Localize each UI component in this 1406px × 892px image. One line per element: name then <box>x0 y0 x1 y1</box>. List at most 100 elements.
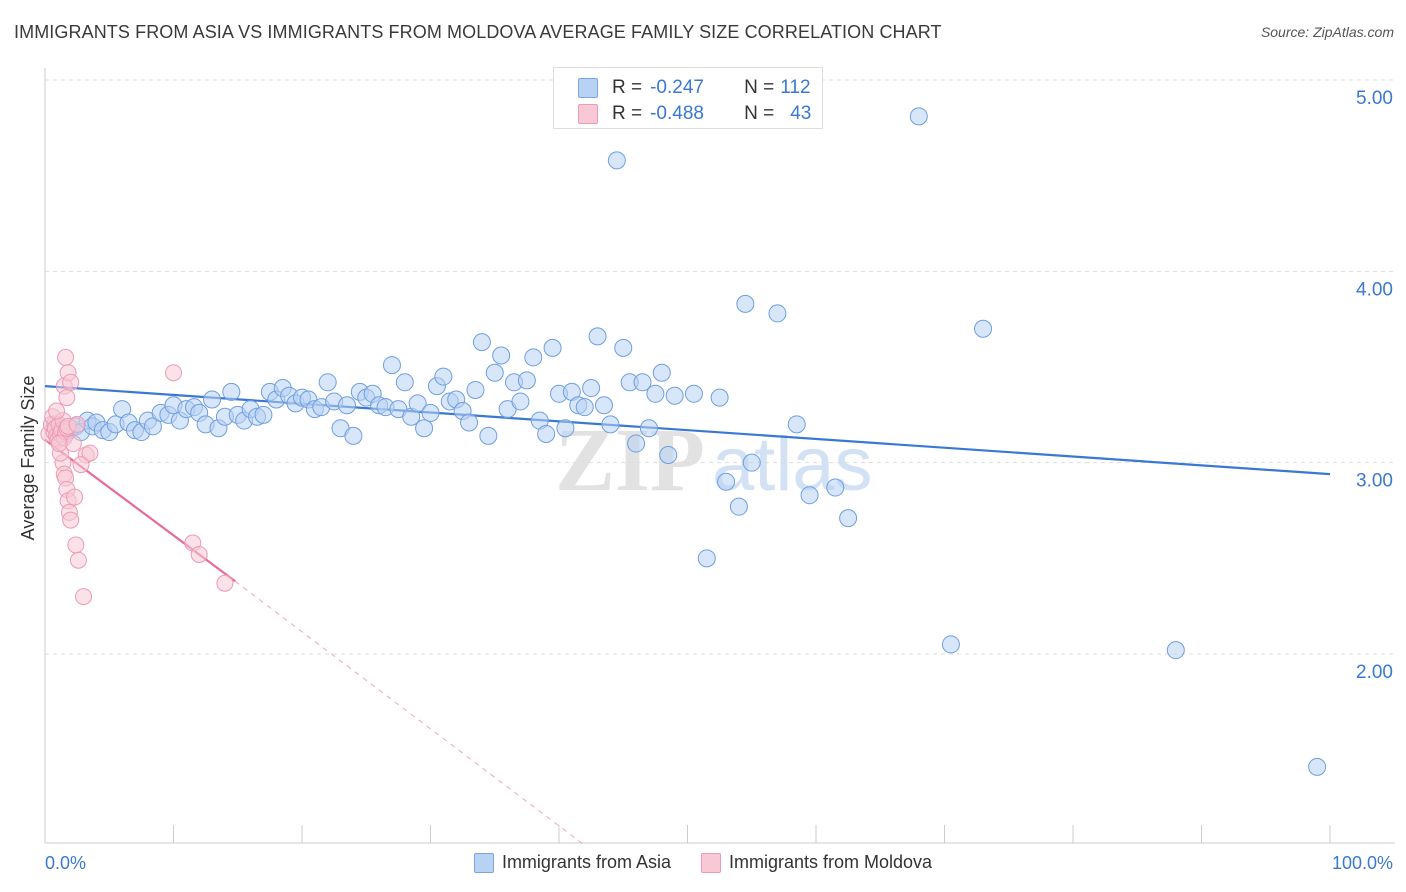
point-asia-92 <box>627 434 646 453</box>
point-asia-59 <box>415 419 434 438</box>
watermark-atlas: atlas <box>712 422 873 507</box>
legend-swatch-asia <box>473 852 494 873</box>
asia-n-value: 112 <box>780 77 811 98</box>
point-moldova-37 <box>190 546 208 564</box>
point-moldova-42 <box>50 435 68 453</box>
point-asia-84 <box>575 398 594 417</box>
point-asia-58 <box>408 394 427 413</box>
point-asia-115 <box>974 319 993 338</box>
point-moldova-17 <box>58 389 76 407</box>
point-moldova-16 <box>57 348 75 366</box>
zipatlas-watermark: ZIP atlas <box>555 411 873 510</box>
series-asia-points <box>46 107 1327 776</box>
point-asia-29 <box>222 382 241 401</box>
legend-label-moldova: Immigrants from Moldova <box>728 852 933 872</box>
point-asia-105 <box>742 453 761 472</box>
legend-label-asia: Immigrants from Asia <box>501 852 671 872</box>
point-moldova-38 <box>216 574 234 592</box>
chart-title: IMMIGRANTS FROM ASIA VS IMMIGRANTS FROM … <box>14 22 942 42</box>
point-asia-103 <box>729 497 748 516</box>
point-asia-62 <box>434 367 453 386</box>
point-asia-101 <box>710 388 729 407</box>
y-tick-labels: 2.00 3.00 4.00 5.00 <box>1356 88 1393 683</box>
moldova-n-label: N = <box>744 103 775 124</box>
moldova-r-label: R = <box>612 103 643 124</box>
point-moldova-27 <box>62 511 80 529</box>
point-asia-113 <box>1166 641 1185 660</box>
point-asia-68 <box>472 333 491 352</box>
stat-row-asia: R = -0.247 N = 112 <box>578 75 811 101</box>
point-asia-100 <box>697 549 716 568</box>
series-moldova-points <box>40 348 234 606</box>
point-moldova-30 <box>69 551 87 569</box>
asia-r-label: R = <box>612 77 643 98</box>
point-asia-44 <box>318 373 337 392</box>
asia-n-label: N = <box>744 77 775 98</box>
point-asia-104 <box>736 294 755 313</box>
gridlines <box>45 79 1395 655</box>
point-asia-17 <box>143 417 162 436</box>
point-asia-99 <box>684 384 703 403</box>
point-asia-90 <box>614 338 633 357</box>
point-moldova-19 <box>62 373 80 391</box>
x-tick-label-0: 0.0% <box>45 853 86 873</box>
point-asia-95 <box>646 384 665 403</box>
point-asia-85 <box>582 379 601 398</box>
y-tick-label-3: 5.00 <box>1356 88 1393 109</box>
moldova-swatch <box>578 104 598 124</box>
point-asia-66 <box>460 413 479 432</box>
y-tick-label-2: 4.00 <box>1356 279 1393 300</box>
point-asia-86 <box>588 327 607 346</box>
point-asia-48 <box>344 426 363 445</box>
y-tick-label-1: 3.00 <box>1356 471 1393 492</box>
point-asia-54 <box>382 356 401 375</box>
point-asia-108 <box>800 486 819 505</box>
point-asia-74 <box>511 392 530 411</box>
moldova-r-value: -0.488 <box>650 103 704 124</box>
point-asia-88 <box>601 415 620 434</box>
point-moldova-35 <box>165 364 182 382</box>
point-moldova-29 <box>67 536 85 554</box>
axes <box>44 68 1395 844</box>
point-moldova-41 <box>48 402 66 420</box>
point-moldova-28 <box>66 488 84 506</box>
point-asia-87 <box>594 396 613 415</box>
point-asia-111 <box>909 107 928 126</box>
source-credit: Source: ZipAtlas.com <box>1260 24 1394 40</box>
trend-line-moldova-extension <box>234 580 586 846</box>
x-tick-labels: 0.0% 100.0% <box>45 853 1393 873</box>
point-asia-107 <box>787 415 806 434</box>
point-asia-67 <box>466 380 485 399</box>
legend-swatch-moldova <box>700 852 721 873</box>
point-asia-69 <box>479 426 498 445</box>
point-asia-114 <box>1308 757 1327 776</box>
legend-item-moldova[interactable]: Immigrants from Moldova <box>700 852 933 873</box>
watermark-zip: ZIP <box>555 411 705 510</box>
stat-row-moldova: R = -0.488 N = 43 <box>578 101 811 127</box>
point-asia-96 <box>652 363 671 382</box>
point-asia-97 <box>659 446 678 465</box>
point-asia-56 <box>395 373 414 392</box>
trend-line-asia <box>44 385 1331 476</box>
point-asia-76 <box>524 348 543 367</box>
point-asia-98 <box>665 386 684 405</box>
point-moldova-40 <box>68 415 86 433</box>
point-asia-106 <box>768 304 787 323</box>
point-asia-47 <box>337 396 356 415</box>
chart-legend: Immigrants from Asia Immigrants from Mol… <box>0 852 1406 873</box>
point-asia-109 <box>826 478 845 497</box>
point-asia-81 <box>556 419 575 438</box>
point-asia-79 <box>543 338 562 357</box>
point-moldova-34 <box>72 456 90 474</box>
asia-swatch <box>578 78 598 98</box>
legend-item-asia[interactable]: Immigrants from Asia <box>473 852 671 873</box>
point-asia-89 <box>607 151 626 170</box>
y-axis-label: Average Family Size <box>18 376 38 541</box>
point-asia-60 <box>421 403 440 422</box>
point-asia-94 <box>639 419 658 438</box>
point-asia-75 <box>517 371 536 390</box>
point-asia-26 <box>203 390 222 409</box>
point-asia-93 <box>633 373 652 392</box>
point-moldova-31 <box>75 588 93 606</box>
